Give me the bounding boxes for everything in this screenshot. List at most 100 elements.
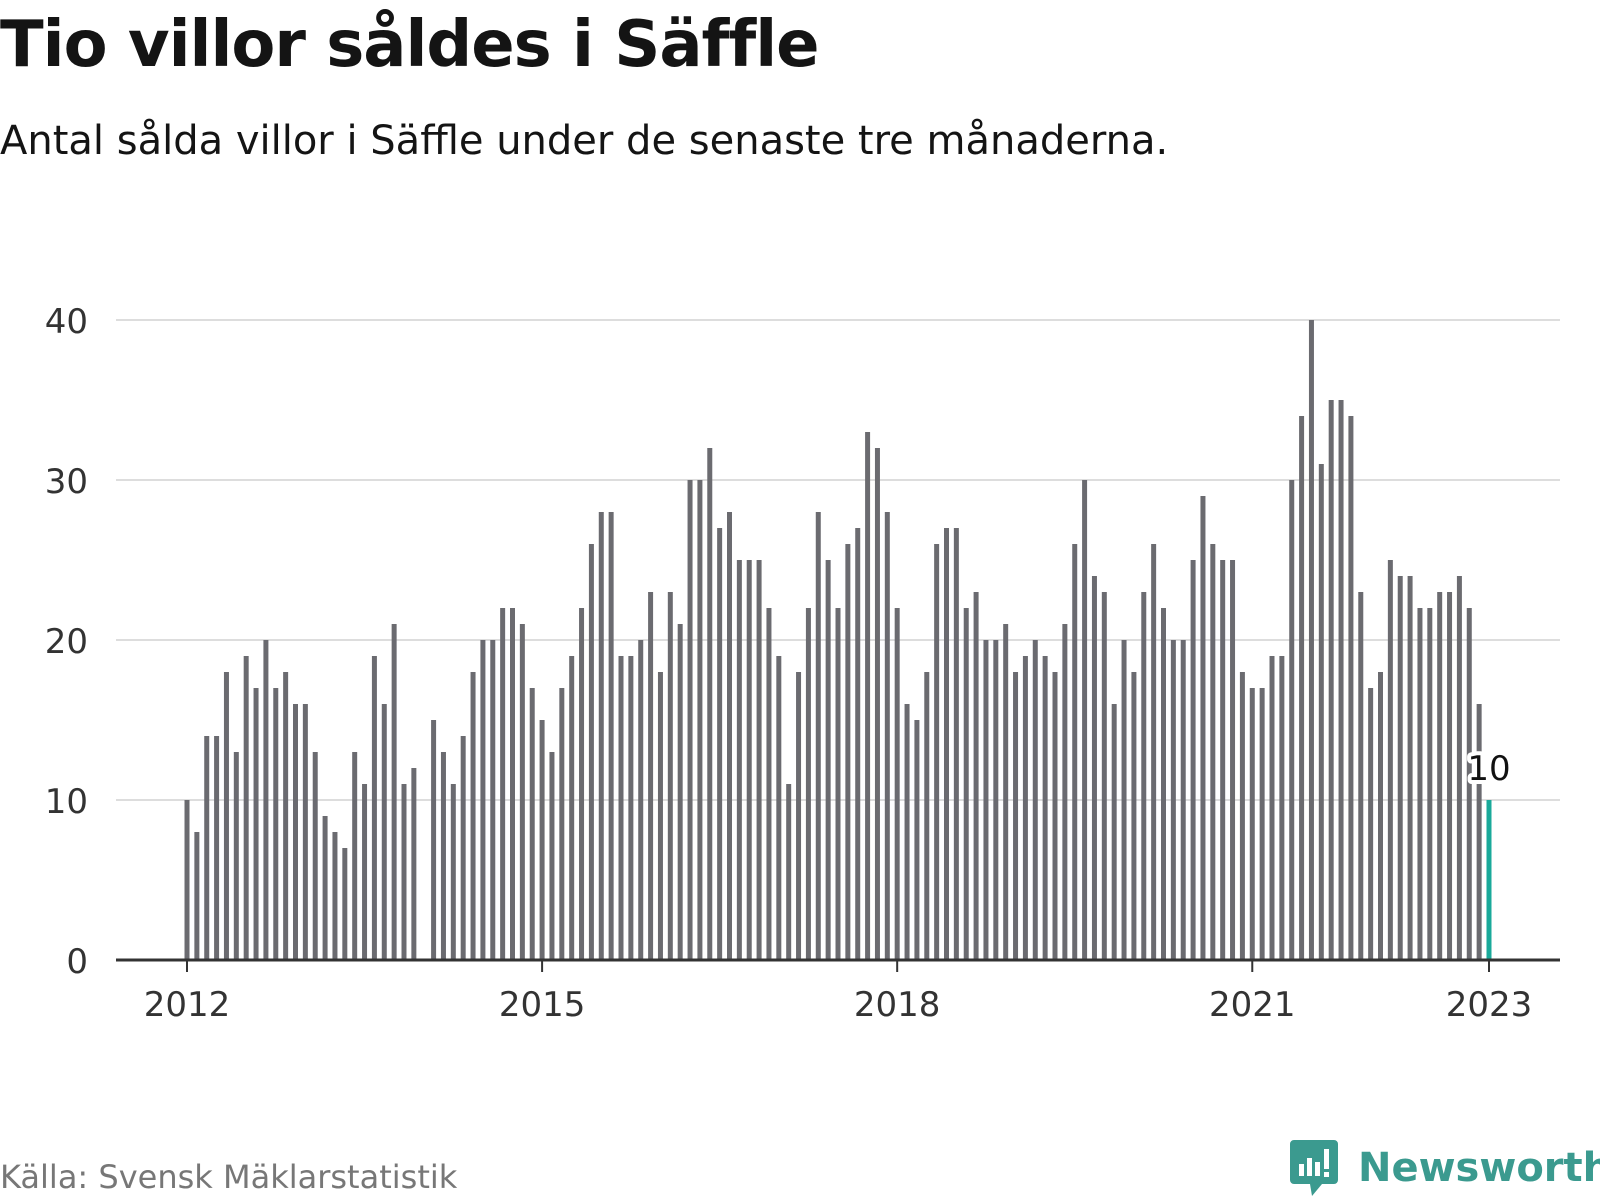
bar [411, 768, 417, 960]
chart-subtitle: Antal sålda villor i Säffle under de sen… [0, 118, 1169, 164]
bar [243, 656, 249, 960]
source-note: Källa: Svensk Mäklarstatistik [0, 1158, 458, 1196]
bar [1032, 640, 1038, 960]
bar [598, 512, 604, 960]
bar [1180, 640, 1186, 960]
bar [786, 784, 792, 960]
x-tick-label: 2021 [1209, 985, 1296, 1025]
bar [746, 560, 752, 960]
bar [1161, 608, 1166, 960]
bar [1456, 576, 1462, 960]
bar [1269, 656, 1275, 960]
bar [401, 784, 407, 960]
bar [934, 544, 940, 960]
bar [510, 608, 515, 960]
bar [953, 528, 959, 960]
bar [825, 560, 831, 960]
bar [1279, 656, 1285, 960]
y-tick-label: 40 [45, 302, 88, 342]
bar [736, 560, 742, 960]
bar [381, 704, 387, 960]
bar [1239, 672, 1245, 960]
bar [944, 528, 949, 960]
bar [697, 480, 703, 960]
chart-title: Tio villor såldes i Säffle [0, 8, 820, 82]
bar [648, 592, 654, 960]
x-tick-label: 2015 [499, 985, 586, 1025]
bar [1308, 320, 1314, 960]
bar [1072, 544, 1078, 960]
bar [579, 608, 585, 960]
bar [293, 704, 298, 960]
bar [1397, 576, 1403, 960]
bar [490, 640, 496, 960]
bar [1101, 592, 1107, 960]
bar [914, 720, 920, 960]
bar [657, 672, 663, 960]
bar [263, 640, 269, 960]
bar [1230, 560, 1236, 960]
bar [1210, 544, 1216, 960]
bar [1022, 656, 1028, 960]
bar [1437, 592, 1443, 960]
bar [727, 512, 732, 960]
bar [253, 688, 259, 960]
bar [1407, 576, 1413, 960]
bar [1131, 672, 1137, 960]
bar [815, 512, 821, 960]
bar [588, 544, 594, 960]
bar [371, 656, 377, 960]
bar [776, 656, 782, 960]
bar [845, 544, 851, 960]
bar [549, 752, 555, 960]
bar [362, 784, 368, 960]
bar [904, 704, 910, 960]
bar [865, 432, 871, 960]
bar [1348, 416, 1354, 960]
bar [993, 640, 999, 960]
bar [1190, 560, 1196, 960]
bar [1338, 400, 1344, 960]
bar [440, 752, 446, 960]
bar [539, 720, 545, 960]
x-tick-label: 2012 [144, 985, 231, 1025]
bar [1111, 704, 1117, 960]
bar [1447, 592, 1453, 960]
bar [1091, 576, 1097, 960]
bar [1170, 640, 1176, 960]
bar [677, 624, 683, 960]
y-tick-label: 20 [45, 622, 88, 662]
bar [391, 624, 397, 960]
bar [480, 640, 486, 960]
bar [1052, 672, 1058, 960]
bar [450, 784, 456, 960]
bar [835, 608, 841, 960]
bar-highlight [1486, 800, 1492, 960]
y-tick-label: 30 [45, 462, 88, 502]
data-labels: 10 [1463, 745, 1514, 793]
bar [332, 832, 338, 960]
bar [973, 592, 979, 960]
y-tick-label: 0 [66, 942, 88, 982]
bar [1220, 560, 1226, 960]
bar [460, 736, 466, 960]
x-tick-label: 2018 [854, 985, 941, 1025]
bar [1200, 496, 1206, 960]
bar [1358, 592, 1364, 960]
bar [1299, 416, 1305, 960]
bar [1387, 560, 1393, 960]
bar [855, 528, 861, 960]
bar [283, 672, 289, 960]
bar [983, 640, 989, 960]
bar [1289, 480, 1295, 960]
bar [766, 608, 772, 960]
bar [687, 480, 693, 960]
bar [1328, 400, 1334, 960]
bar [717, 528, 723, 960]
bar [618, 656, 624, 960]
bar [667, 592, 673, 960]
bar [470, 672, 476, 960]
bar [322, 816, 328, 960]
highlight-value-label: 10 [1467, 749, 1510, 789]
bar [1013, 672, 1019, 960]
